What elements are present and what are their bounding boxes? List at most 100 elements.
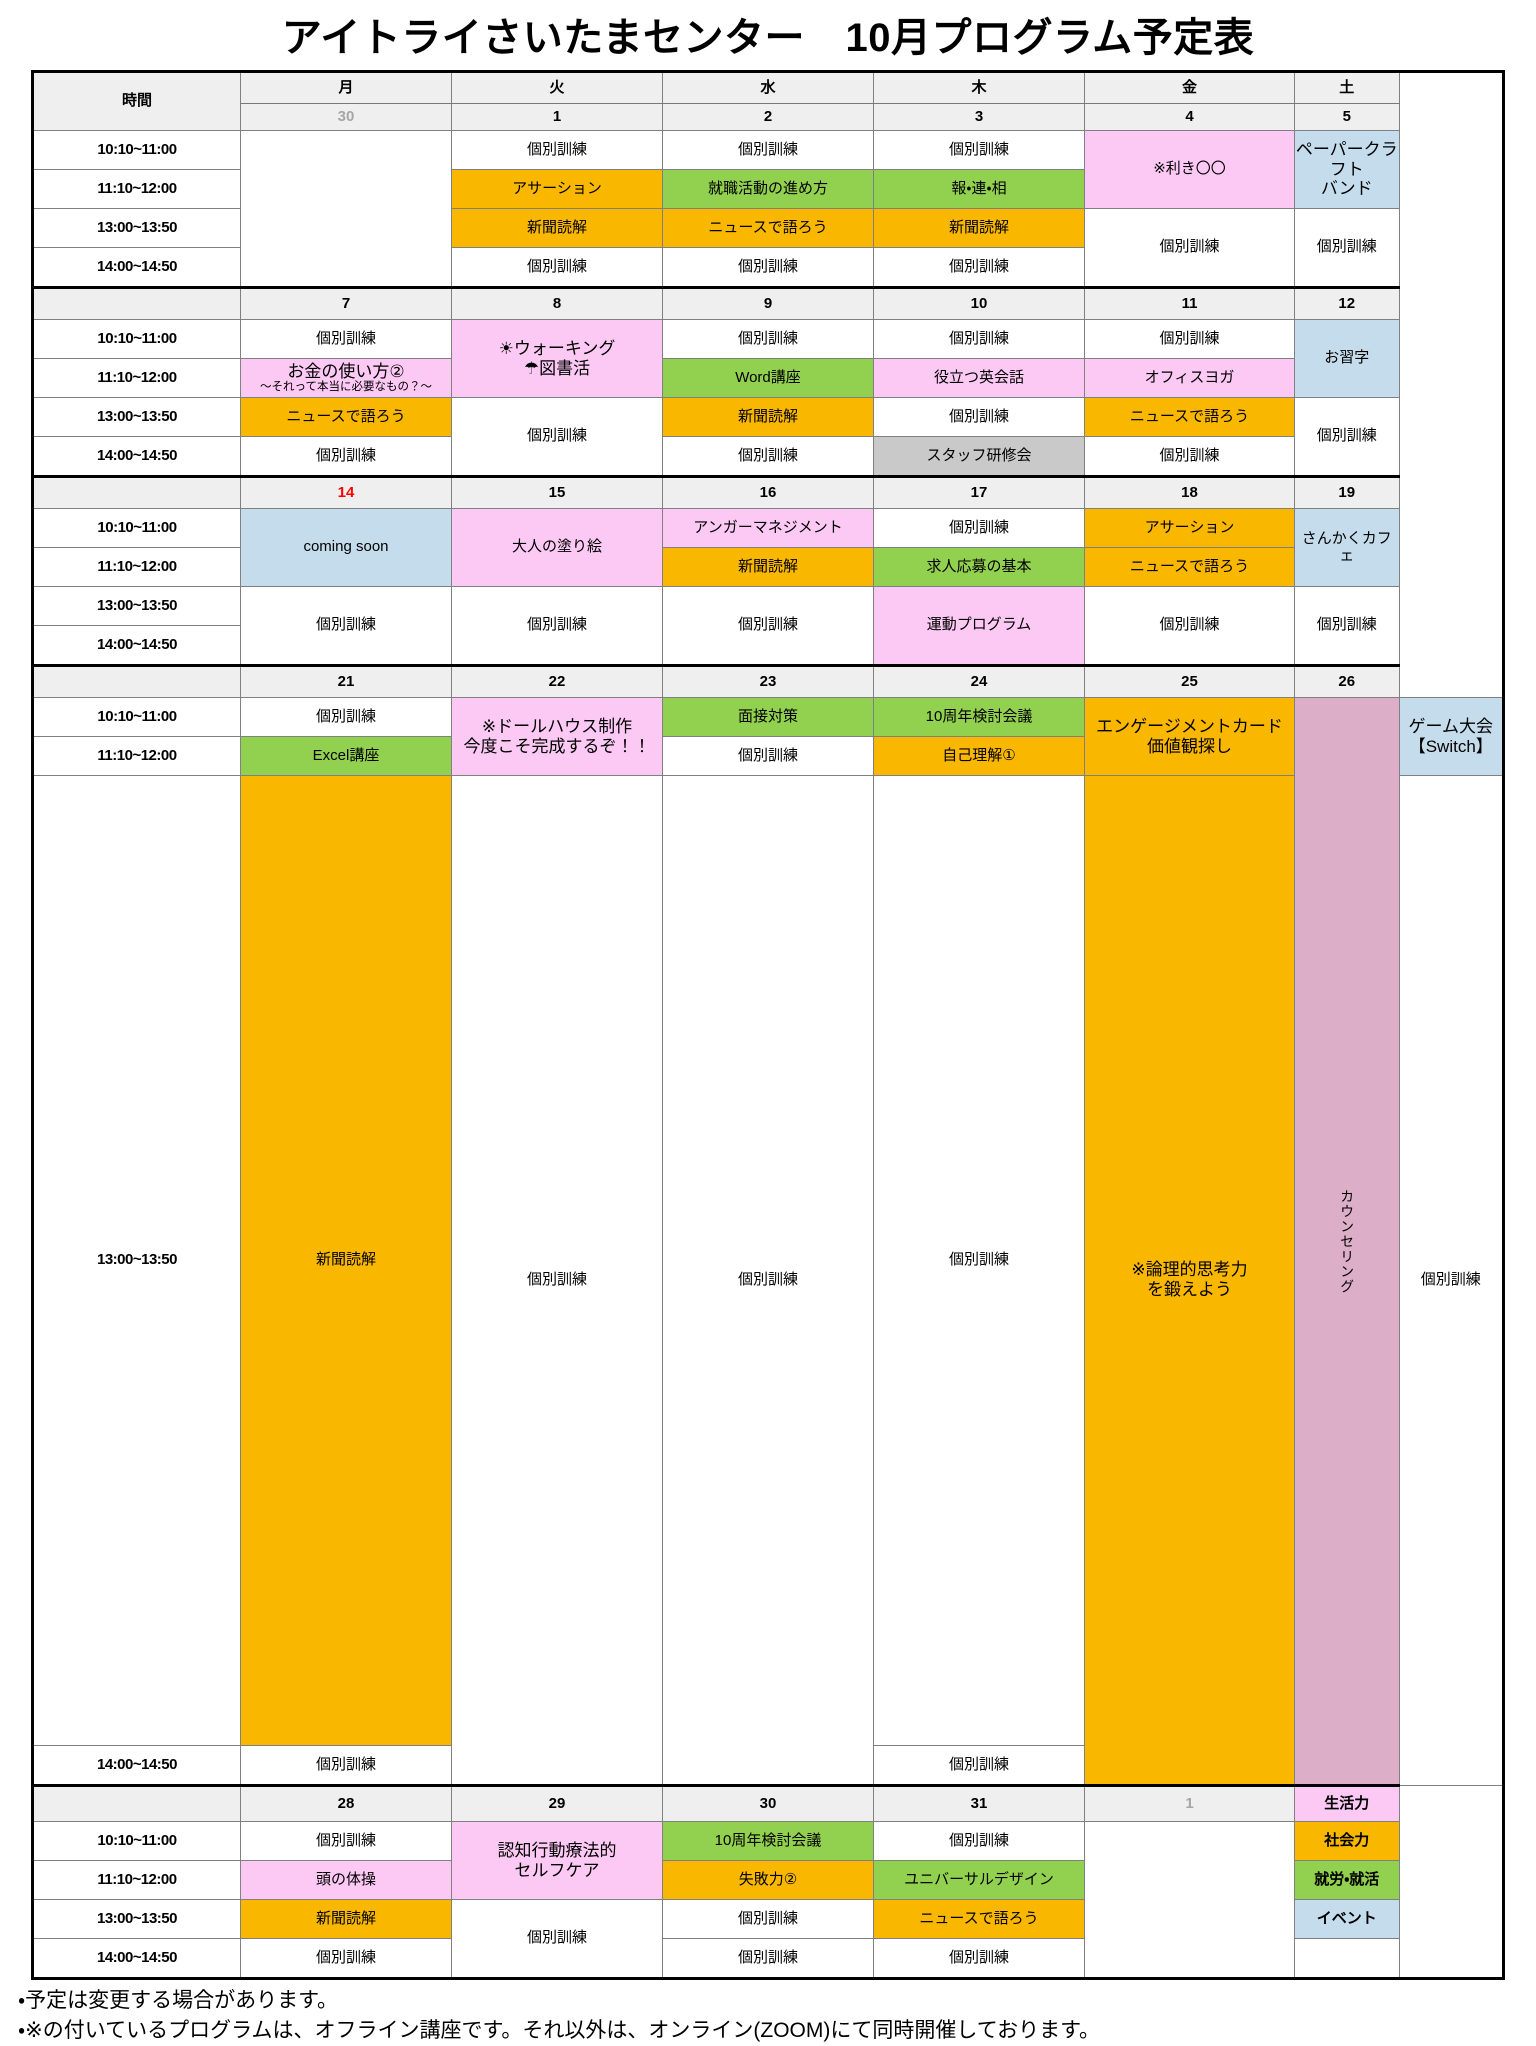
time-label-1110-w5: 11:10~12:00: [33, 1861, 241, 1900]
cell-w1-tue-t4: 個別訓練: [452, 248, 663, 288]
cell-w4-fri-line1: エンゲージメントカード: [1085, 717, 1294, 737]
cell-w4-thu-t2: 自己理解①: [874, 737, 1085, 776]
date-row-w2-spacer: [33, 288, 241, 320]
cell-w1-sat-line2: バンド: [1295, 179, 1399, 199]
cell-w5-wed-t2: 失敗力②: [663, 1861, 874, 1900]
cell-w3-sat-t12: さんかくカフェ: [1295, 509, 1400, 587]
footer-notes: ・予定は変更する場合があります。 ・※の付いているプログラムは、オフライン講座で…: [18, 1986, 1536, 2046]
row-w4-t1: 10:10~11:00 個別訓練 ※ドールハウス制作 今度こそ完成するぞ！！ 面…: [33, 698, 1504, 737]
date-cell-1025: 25: [1085, 666, 1295, 698]
header-dow-row: 時間 月 火 水 木 金 土: [33, 72, 1504, 104]
time-label-1400-w3: 14:00~14:50: [33, 626, 241, 666]
time-label-1300-w3: 13:00~13:50: [33, 587, 241, 626]
date-cell-1003: 3: [874, 104, 1085, 131]
header-dow-tue: 火: [452, 72, 663, 104]
time-label-1400-w5: 14:00~14:50: [33, 1939, 241, 1979]
cell-w3-wed-t1: アンガーマネジメント: [663, 509, 874, 548]
cell-w5-wed-t4: 個別訓練: [663, 1939, 874, 1979]
cell-w2-tue-line1: ☀ウォーキング: [452, 339, 662, 359]
cell-w4-fri34-line2: を鍛えよう: [1085, 1280, 1294, 1300]
time-label-1110-w3: 11:10~12:00: [33, 548, 241, 587]
cell-w4-wed-t34: 個別訓練: [663, 776, 874, 1786]
cell-w4-mon-t3: 新聞読解: [241, 776, 452, 1746]
date-cell-1002: 2: [663, 104, 874, 131]
cell-w1-fri-t34: 個別訓練: [1085, 209, 1295, 288]
date-cell-1031: 31: [874, 1786, 1085, 1822]
time-label-1400-w2: 14:00~14:50: [33, 437, 241, 477]
cell-w2-mon-t1: 個別訓練: [241, 320, 452, 359]
date-cell-1023: 23: [663, 666, 874, 698]
cell-w1-tue-t1: 個別訓練: [452, 131, 663, 170]
time-label-1110-w4: 11:10~12:00: [33, 737, 241, 776]
cell-w2-sat-t34: 個別訓練: [1295, 398, 1400, 477]
cell-w3-tue-t12: 大人の塗り絵: [452, 509, 663, 587]
header-dow-thu: 木: [874, 72, 1085, 104]
cell-w5-thu-t1: 個別訓練: [874, 1822, 1085, 1861]
cell-w1-tue-t2: アサーション: [452, 170, 663, 209]
cell-w1-wed-t2: 就職活動の進め方: [663, 170, 874, 209]
cell-w2-mon-t2: お金の使い方② ～それって本当に必要なもの？～: [241, 359, 452, 398]
time-label-1400-w4: 14:00~14:50: [33, 1746, 241, 1786]
cell-w3-fri-t34: 個別訓練: [1085, 587, 1295, 666]
cell-w4-fri34-line1: ※論理的思考力: [1085, 1260, 1294, 1280]
cell-w4-tue-t34: 個別訓練: [452, 776, 663, 1786]
umbrella-icon: ☂: [524, 359, 539, 378]
legend-blank: [1295, 1939, 1400, 1979]
date-cell-1001: 1: [452, 104, 663, 131]
date-cell-1005: 5: [1295, 104, 1400, 131]
page-title: アイトライさいたまセンター 10月プログラム予定表: [0, 0, 1536, 70]
date-cell-1018: 18: [1085, 477, 1295, 509]
cell-w2-thu-t2: 役立つ英会話: [874, 359, 1085, 398]
cell-w1-fri-t12: ※利き〇〇: [1085, 131, 1295, 209]
cell-w3-thu-t34: 運動プログラム: [874, 587, 1085, 666]
time-label-1300-w4: 13:00~13:50: [33, 776, 241, 1746]
cell-w1-thu-t3: 新聞読解: [874, 209, 1085, 248]
cell-w1-thu-t4: 個別訓練: [874, 248, 1085, 288]
time-label-1010-w4: 10:10~11:00: [33, 698, 241, 737]
cell-w2-thu-t3: 個別訓練: [874, 398, 1085, 437]
schedule-table: 時間 月 火 水 木 金 土 30 1 2 3 4 5 10:10~11:00 …: [31, 70, 1505, 1980]
cell-w5-thu-t3: ニュースで語ろう: [874, 1900, 1085, 1939]
cell-w2-fri-t3: ニュースで語ろう: [1085, 398, 1295, 437]
date-cell-1009: 9: [663, 288, 874, 320]
cell-w5-wed-t1: 10周年検討会議: [663, 1822, 874, 1861]
cell-w3-thu-t2: 求人応募の基本: [874, 548, 1085, 587]
date-cell-1021: 21: [241, 666, 452, 698]
cell-w5-mon-t4: 個別訓練: [241, 1939, 452, 1979]
cell-w4-thu-t3: 個別訓練: [874, 776, 1085, 1746]
date-cell-1011: 11: [1085, 288, 1295, 320]
date-cell-1007: 7: [241, 288, 452, 320]
time-label-1400: 14:00~14:50: [33, 248, 241, 288]
cell-w2-mon-t3: ニュースで語ろう: [241, 398, 452, 437]
time-label-1300: 13:00~13:50: [33, 209, 241, 248]
time-label-1010-w2: 10:10~11:00: [33, 320, 241, 359]
date-cell-1004: 4: [1085, 104, 1295, 131]
cell-w3-fri-t1: アサーション: [1085, 509, 1295, 548]
time-label-1110-w2: 11:10~12:00: [33, 359, 241, 398]
cell-w4-mon-t4: 個別訓練: [241, 1746, 452, 1786]
cell-w4-fri-line2: 価値観探し: [1085, 737, 1294, 757]
cell-w5-tue-line2: セルフケア: [452, 1861, 662, 1881]
cell-w2-mon-sub: ～それって本当に必要なもの？～: [241, 381, 451, 394]
cell-w4-counseling: カウンセリング: [1295, 698, 1400, 1786]
date-cell-1012: 12: [1295, 288, 1400, 320]
time-label-1010: 10:10~11:00: [33, 131, 241, 170]
cell-w4-tue-line1: ※ドールハウス制作: [452, 717, 662, 737]
date-cell-1017: 17: [874, 477, 1085, 509]
cell-w4-fri-t12: エンゲージメントカード 価値観探し: [1085, 698, 1295, 776]
sun-icon: ☀: [499, 339, 514, 358]
cell-w2-fri-t1: 個別訓練: [1085, 320, 1295, 359]
cell-w5-tue-line1: 認知行動療法的: [452, 1841, 662, 1861]
header-time-label: 時間: [33, 72, 241, 131]
time-label-1110: 11:10~12:00: [33, 170, 241, 209]
cell-w3-thu-t1: 個別訓練: [874, 509, 1085, 548]
cell-w2-mon-main: お金の使い方②: [241, 362, 451, 382]
cell-w5-thu-t4: 個別訓練: [874, 1939, 1085, 1979]
cell-w4-mon-t1: 個別訓練: [241, 698, 452, 737]
cell-w4-fri-t34: ※論理的思考力 を鍛えよう: [1085, 776, 1295, 1786]
cell-w5-wed-t3: 個別訓練: [663, 1900, 874, 1939]
cell-w4-wed-t1: 面接対策: [663, 698, 874, 737]
row-w2-t4: 14:00~14:50 個別訓練 個別訓練 スタッフ研修会 個別訓練: [33, 437, 1504, 477]
row-w3-t1: 10:10~11:00 coming soon 大人の塗り絵 アンガーマネジメン…: [33, 509, 1504, 548]
cell-w2-tue-t34: 個別訓練: [452, 398, 663, 477]
